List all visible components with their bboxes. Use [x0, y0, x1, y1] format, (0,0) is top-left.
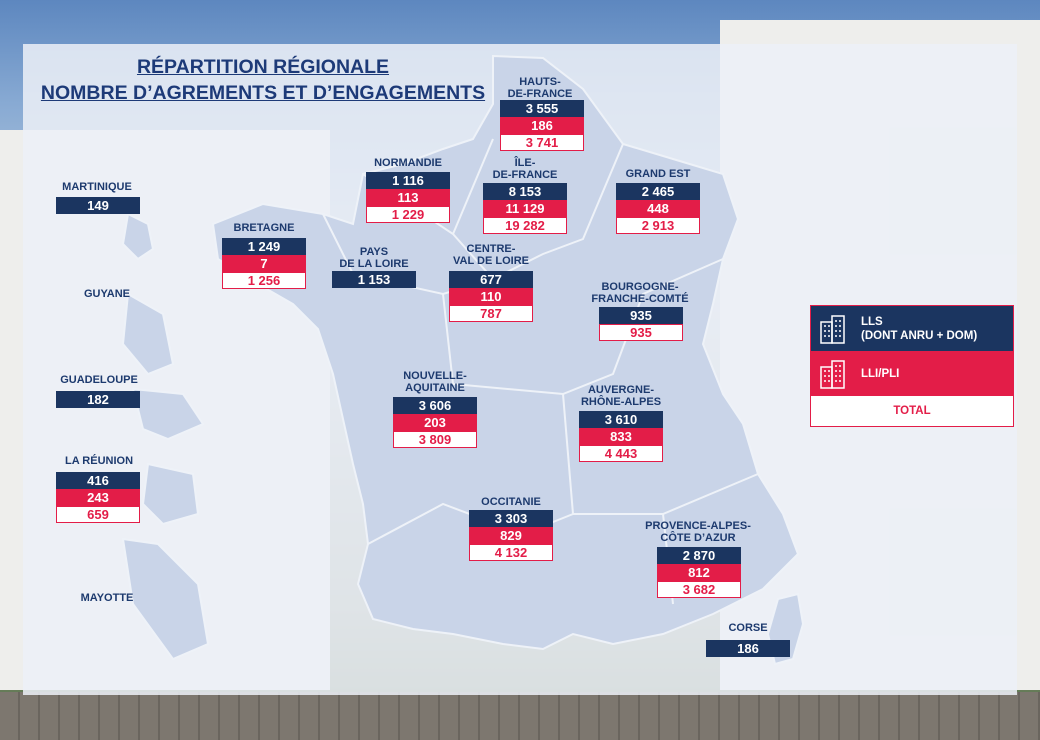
- box-grand-est: 2 465 448 2 913: [616, 183, 700, 234]
- total-value: 659: [56, 506, 140, 523]
- total-value: 935: [599, 324, 683, 341]
- lls-value: 1 153: [332, 271, 416, 288]
- lli-value: 812: [657, 564, 741, 581]
- pavement: [0, 692, 1040, 740]
- box-centre-val-de-loire: 677 110 787: [449, 271, 533, 322]
- legend-total: TOTAL: [811, 396, 1013, 426]
- lls-value: 1 249: [222, 238, 306, 255]
- lls-value: 2 465: [616, 183, 700, 200]
- title-line-2: NOMBRE D’AGREMENTS ET D’ENGAGEMENTS: [40, 82, 486, 104]
- legend-lls: LLS (DONT ANRU + DOM): [811, 306, 1013, 351]
- label-martinique: MARTINIQUE: [62, 181, 132, 193]
- box-guadeloupe: 182: [56, 391, 140, 408]
- label-pays-de-la-loire: PAYS DE LA LOIRE: [339, 246, 409, 270]
- lli-value: 448: [616, 200, 700, 217]
- legend-lli: LLI/PLI: [811, 351, 1013, 396]
- box-occitanie: 3 303 829 4 132: [469, 510, 553, 561]
- box-provence-alpes-cote-dazur: 2 870 812 3 682: [657, 547, 741, 598]
- lls-value: 3 610: [579, 411, 663, 428]
- total-value: 1 229: [366, 206, 450, 223]
- total-value: 4 132: [469, 544, 553, 561]
- lls-value: 935: [599, 307, 683, 324]
- total-value: 1 256: [222, 272, 306, 289]
- box-auvergne-rhone-alpes: 3 610 833 4 443: [579, 411, 663, 462]
- lli-value: 833: [579, 428, 663, 445]
- legend-lli-label: LLI/PLI: [861, 367, 900, 380]
- box-bourgogne-franche-comte: 935 935: [599, 307, 683, 341]
- lls-value: 3 555: [500, 100, 584, 117]
- total-value: 19 282: [483, 217, 567, 234]
- total-value: 3 741: [500, 134, 584, 151]
- label-normandie: NORMANDIE: [374, 157, 442, 169]
- total-value: 2 913: [616, 217, 700, 234]
- map-panel: RÉPARTITION RÉGIONALE NOMBRE D’AGREMENTS…: [23, 44, 1017, 695]
- lls-value: 3 606: [393, 397, 477, 414]
- building-icon: [820, 314, 845, 344]
- label-bretagne: BRETAGNE: [233, 222, 295, 234]
- box-corse: 186: [706, 640, 790, 657]
- total-value: 3 682: [657, 581, 741, 598]
- label-occitanie: OCCITANIE: [481, 496, 541, 508]
- lls-value: 8 153: [483, 183, 567, 200]
- building-icon: [820, 359, 845, 389]
- lls-value: 2 870: [657, 547, 741, 564]
- title-line-1: RÉPARTITION RÉGIONALE: [136, 56, 390, 78]
- lli-value: 110: [449, 288, 533, 305]
- box-pays-de-la-loire: 1 153: [332, 271, 416, 288]
- box-la-reunion: 416 243 659: [56, 472, 140, 523]
- label-nouvelle-aquitaine: NOUVELLE- AQUITAINE: [403, 370, 467, 394]
- label-auvergne-rhone-alpes: AUVERGNE- RHÔNE-ALPES: [580, 384, 662, 408]
- label-hauts-de-france: HAUTS- DE-FRANCE: [507, 76, 573, 100]
- legend-total-label: TOTAL: [893, 405, 931, 417]
- box-nouvelle-aquitaine: 3 606 203 3 809: [393, 397, 477, 448]
- total-value: 3 809: [393, 431, 477, 448]
- label-provence-alpes-cote-dazur: PROVENCE-ALPES- CÔTE D’AZUR: [645, 520, 751, 544]
- box-hauts-de-france: 3 555 186 3 741: [500, 100, 584, 151]
- lli-value: 113: [366, 189, 450, 206]
- lls-value: 416: [56, 472, 140, 489]
- lls-value: 677: [449, 271, 533, 288]
- lli-value: 186: [500, 117, 584, 134]
- lli-value: 11 129: [483, 200, 567, 217]
- total-value: 4 443: [579, 445, 663, 462]
- legend-lls-label: LLS (DONT ANRU + DOM): [861, 315, 978, 342]
- lls-value: 1 116: [366, 172, 450, 189]
- lli-value: 203: [393, 414, 477, 431]
- box-normandie: 1 116 113 1 229: [366, 172, 450, 223]
- lls-value: 186: [706, 640, 790, 657]
- lli-value: 829: [469, 527, 553, 544]
- label-guadeloupe: GUADELOUPE: [60, 374, 138, 386]
- label-grand-est: GRAND EST: [625, 168, 691, 180]
- box-martinique: 149: [56, 197, 140, 214]
- label-corse: CORSE: [728, 622, 768, 634]
- box-ile-de-france: 8 153 11 129 19 282: [483, 183, 567, 234]
- label-la-reunion: LA RÉUNION: [64, 455, 134, 467]
- legend: LLS (DONT ANRU + DOM) LLI/PLI TOTAL: [810, 305, 1014, 427]
- lls-value: 3 303: [469, 510, 553, 527]
- lls-value: 182: [56, 391, 140, 408]
- total-value: 787: [449, 305, 533, 322]
- lli-value: 7: [222, 255, 306, 272]
- label-bourgogne-franche-comte: BOURGOGNE- FRANCHE-COMTÉ: [591, 281, 689, 305]
- box-bretagne: 1 249 7 1 256: [222, 238, 306, 289]
- label-guyane: GUYANE: [83, 288, 131, 300]
- lls-value: 149: [56, 197, 140, 214]
- label-centre-val-de-loire: CENTRE- VAL DE LOIRE: [453, 243, 529, 267]
- label-mayotte: MAYOTTE: [80, 592, 134, 604]
- label-ile-de-france: ÎLE- DE-FRANCE: [492, 157, 558, 181]
- lli-value: 243: [56, 489, 140, 506]
